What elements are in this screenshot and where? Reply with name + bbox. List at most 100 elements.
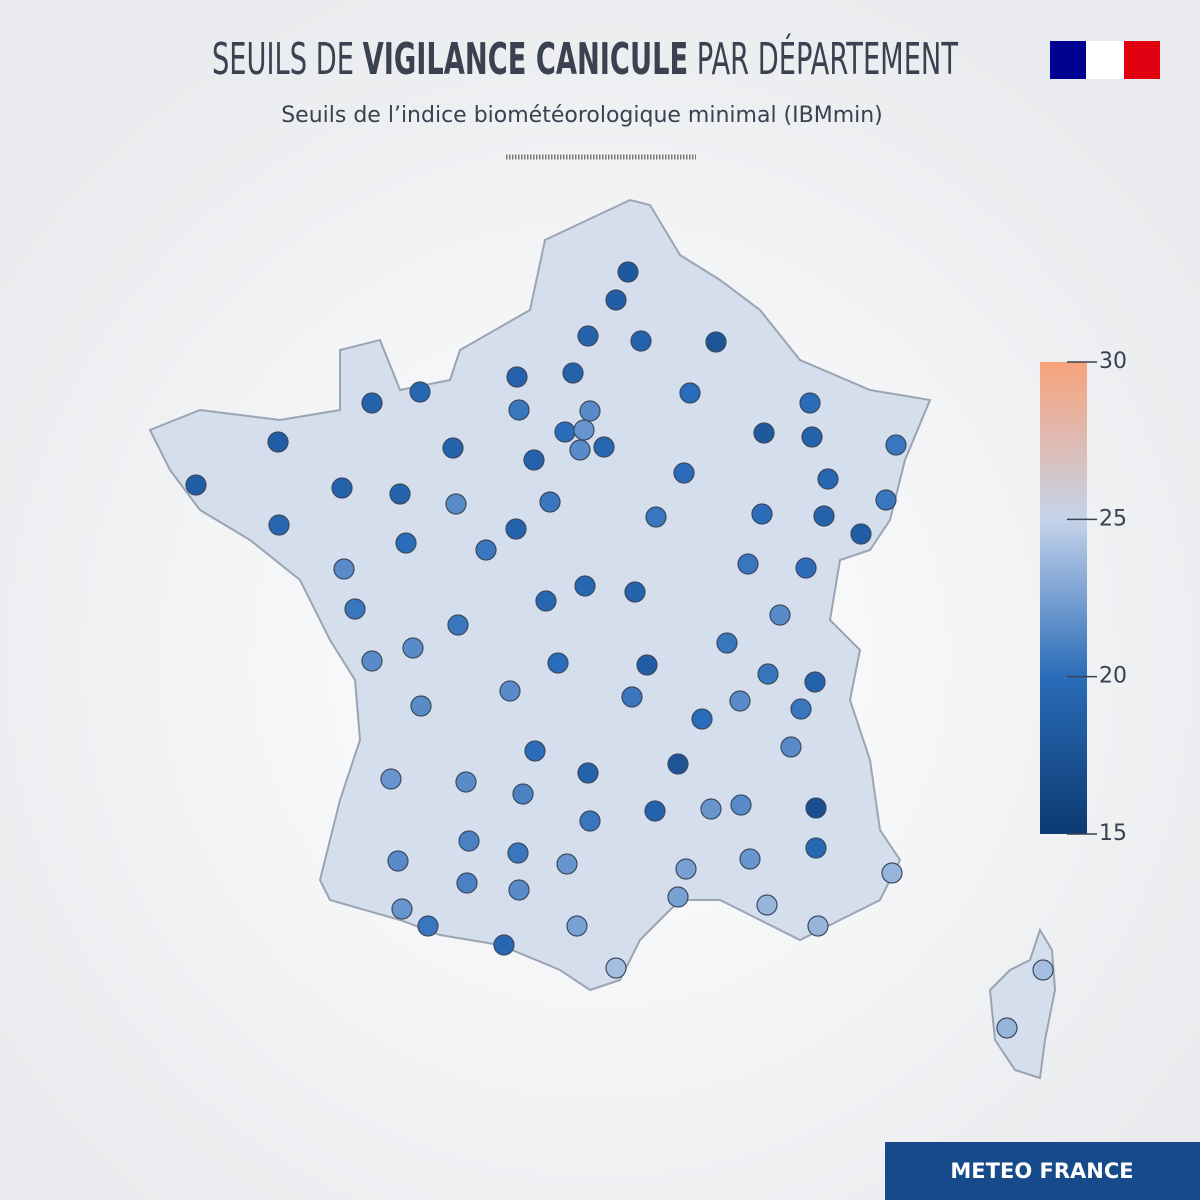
department-dot [780,736,802,758]
legend-tick-label: 30 [1099,349,1127,374]
department-dot [458,830,480,852]
department-dot [579,400,601,422]
department-dot [673,462,695,484]
department-dot [344,598,366,620]
department-dot [579,810,601,832]
department-dot [577,762,599,784]
department-dot [267,431,289,453]
department-dot [456,872,478,894]
department-dot [805,797,827,819]
department-dot [691,708,713,730]
department-dot [506,366,528,388]
department-dot [630,330,652,352]
department-dot [409,381,431,403]
department-dot [410,695,432,717]
flag-logo [1050,41,1160,79]
department-dot [380,768,402,790]
department-dot [331,477,353,499]
department-dot [679,382,701,404]
department-dot [769,604,791,626]
department-dot [523,449,545,471]
legend-tick-label: 25 [1099,506,1127,531]
department-dot [574,575,596,597]
department-dot [996,1017,1018,1039]
department-dot [751,503,773,525]
department-dot [402,637,424,659]
department-dot [499,680,521,702]
department-dot [442,437,464,459]
footer-band [885,1142,1200,1200]
footer-brand: METEO FRANCE [950,1159,1133,1183]
title-part: PAR DÉPARTEMENT [688,32,958,85]
department-dot [805,837,827,859]
department-dot [756,894,778,916]
department-dot [636,654,658,676]
department-dot [507,842,529,864]
department-dot [556,853,578,875]
department-dot [644,800,666,822]
department-dot [790,698,812,720]
color-legend: 15 20 25 30 [1040,349,1127,846]
department-dot [391,898,413,920]
department-dot [577,325,599,347]
department-dot [881,862,903,884]
department-dot [813,505,835,527]
department-dot [554,421,576,443]
department-dot [875,489,897,511]
department-dot [716,632,738,654]
department-dot [508,879,530,901]
department-dot [562,362,584,384]
department-dot [547,652,569,674]
department-dot [705,331,727,353]
department-dot [675,858,697,880]
department-dot [737,553,759,575]
department-dot [1032,959,1054,981]
department-dot [512,783,534,805]
subtitle: Seuils de l’indice biométéorologique min… [281,103,883,128]
department-dot [417,915,439,937]
department-dot [593,436,615,458]
department-dot [566,915,588,937]
department-dot [817,468,839,490]
department-dot [605,957,627,979]
department-dot [447,614,469,636]
title-part: VIGILANCE CANICULE [363,34,688,85]
department-dot [621,686,643,708]
department-dot [667,753,689,775]
department-dot [185,474,207,496]
department-dot [850,523,872,545]
title-part: SEUILS DE [212,34,363,85]
department-dot [804,671,826,693]
department-dot [730,794,752,816]
department-dot [645,506,667,528]
department-dot [333,558,355,580]
department-dot [455,771,477,793]
department-dot [508,399,530,421]
department-dot [361,650,383,672]
departments [185,261,1054,1039]
department-dot [573,419,595,441]
department-dot [389,483,411,505]
department-dot [475,539,497,561]
legend-tick-label: 20 [1099,664,1127,689]
department-dot [739,848,761,870]
department-dot [605,289,627,311]
department-dot [387,850,409,872]
department-dot [569,439,591,461]
legend-tick-label: 15 [1099,821,1127,846]
color-bar [1040,362,1087,834]
department-dot [617,261,639,283]
department-dot [535,590,557,612]
department-dot [539,491,561,513]
department-dot [795,557,817,579]
department-dot [801,426,823,448]
department-dot [757,663,779,685]
department-dot [753,422,775,444]
department-dot [361,392,383,414]
department-dot [667,886,689,908]
department-dot [395,532,417,554]
department-dot [505,518,527,540]
department-dot [885,434,907,456]
department-dot [729,690,751,712]
